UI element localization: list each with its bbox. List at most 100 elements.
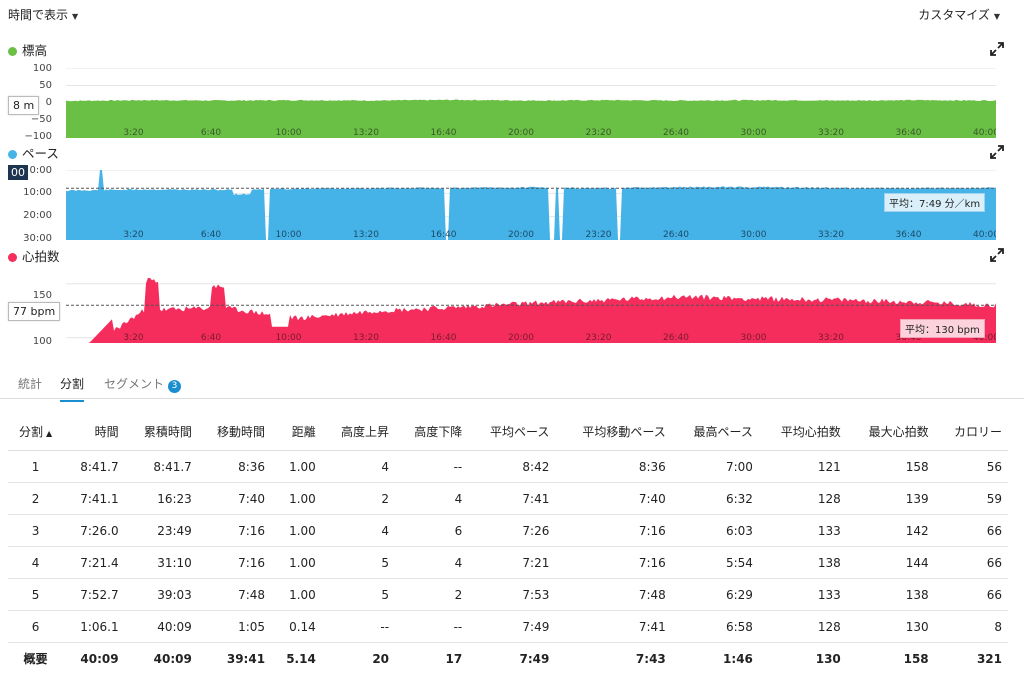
table-cell: 8:42 [468,450,556,483]
tab-segments[interactable]: セグメント 3 [104,375,182,401]
column-header[interactable]: 最高ペース [671,412,759,451]
table-cell: 4 [395,482,469,515]
table-cell: 66 [934,514,1008,547]
table-cell: -- [395,610,469,643]
table-cell: 39:41 [226,651,266,666]
table-cell: 59 [934,482,1008,515]
table-cell: 7:49 [519,651,550,666]
column-header[interactable]: 分割 ▲ [8,412,64,451]
time-display-dropdown[interactable]: 時間で表示 ▼ [8,6,78,23]
y-tick: 100 [32,63,52,74]
tab-splits[interactable]: 分割 [60,375,85,402]
column-header[interactable]: 最大心拍数 [846,412,935,451]
x-tick-label: 23:20 [586,128,612,138]
table-cell: 1.00 [271,450,322,483]
table-cell: 3 [8,514,64,547]
table-cell: 23:49 [124,514,198,547]
x-tick-label: 30:00 [741,333,767,343]
y-tick: 10:00 [23,187,52,198]
table-cell: 158 [846,450,935,483]
expand-icon[interactable] [990,145,1004,159]
column-header[interactable]: 平均心拍数 [758,412,847,451]
table-cell: -- [395,450,469,483]
x-tick-label: 20:00 [508,128,534,138]
x-tick-label: 33:20 [818,128,844,138]
table-cell: 1:46 [723,651,753,666]
tab-segments-label: セグメント [104,377,165,391]
table-cell: 39:03 [124,578,198,611]
heartrate-hover-value: 77 bpm [8,302,61,321]
table-cell: 5 [8,578,64,611]
x-tick-label: 6:40 [201,333,221,343]
x-tick-label: 36:40 [896,128,922,138]
y-tick: 30:00 [23,233,52,244]
table-cell: 7:16 [555,546,672,579]
expand-icon[interactable] [990,248,1004,262]
heartrate-title-text: 心拍数 [22,249,60,264]
elevation-title: 標高 [8,40,47,59]
time-display-label: 時間で表示 [8,8,69,22]
table-cell: 133 [758,578,847,611]
table-cell: 1.00 [271,482,322,515]
table-row: 6 1:06.1 40:09 1:05 0.14 -- -- 7:49 7:41 6:58 128 1… [8,610,1008,643]
table-cell: 7:26.0 [63,514,125,547]
table-cell: -- [321,610,396,643]
column-header[interactable]: 高度下降 [395,412,469,451]
table-cell: 1.00 [271,514,322,547]
elevation-legend-dot [8,47,17,56]
elevation-plot[interactable]: 3:20 6:40 10:00 13:20 16:40 20:00 23:20 26:40 30… [66,68,996,138]
x-tick-label: 40:00 [973,333,996,343]
x-tick-label: 26:40 [663,128,689,138]
column-header[interactable]: 距離 [271,412,322,451]
table-cell: 139 [846,482,935,515]
pace-legend-dot [8,150,17,159]
column-header[interactable]: 時間 [63,412,125,451]
table-cell: 7:40 [197,482,272,515]
pace-plot[interactable]: 3:20 6:40 10:00 13:20 16:40 20:00 23:20 26:40 30… [66,170,996,240]
column-header[interactable]: 平均ペース [468,412,556,451]
summary-row: 概要 40:09 40:09 39:41 5.14 20 17 7:49 7:43 1:46 130… [8,643,1008,675]
table-cell: 142 [846,514,935,547]
x-tick-label: 10:00 [276,230,302,240]
column-header[interactable]: 平均移動ペース [555,412,672,451]
tab-stats[interactable]: 統計 [18,377,43,391]
series-area [66,277,996,343]
table-row: 5 7:52.7 39:03 7:48 1.00 5 2 7:53 7:48 6:29 133 138… [8,578,1008,611]
pace-hover-value: 00 [8,165,28,180]
table-cell: 1 [8,450,64,483]
pace-average-label: 平均：7:49 分／km [884,193,986,212]
x-tick-label: 13:20 [353,333,379,343]
table-cell: 56 [934,450,1008,483]
table-cell: 1:05 [197,610,272,643]
x-tick-label: 36:40 [896,333,922,343]
table-cell: 5.14 [286,651,316,666]
table-cell: 6:29 [671,578,759,611]
table-row: 3 7:26.0 23:49 7:16 1.00 4 6 7:26 7:16 6:03 133 142… [8,514,1008,547]
expand-icon[interactable] [990,42,1004,56]
table-cell: 144 [846,546,935,579]
table-cell: 6:03 [671,514,759,547]
x-tick-label: 13:20 [353,230,379,240]
x-tick-label: 10:00 [276,333,302,343]
table-cell: 1:06.1 [63,610,125,643]
column-header[interactable]: 高度上昇 [321,412,396,451]
table-cell: 66 [934,578,1008,611]
table-cell: 130 [846,610,935,643]
table-cell: 4 [395,546,469,579]
column-header[interactable]: 移動時間 [197,412,272,451]
table-cell: 8:36 [555,450,672,483]
y-tick: −50 [30,114,52,125]
column-header[interactable]: 累積時間 [124,412,198,451]
heartrate-plot[interactable]: 3:20 6:40 10:00 13:20 16:40 20:00 23:20 26:40 30… [66,273,996,343]
column-header[interactable]: カロリー [934,412,1008,451]
table-cell: 8:36 [197,450,272,483]
customize-dropdown[interactable]: カスタマイズ ▼ [918,6,1000,23]
table-cell: 2 [395,578,469,611]
table-row: 2 7:41.1 16:23 7:40 1.00 2 4 7:41 7:40 6:32 128 139… [8,482,1008,515]
table-cell: 128 [758,482,847,515]
table-cell: 7:43 [635,651,666,666]
elevation-hover-value: 8 m [8,96,40,115]
splits-table: 分割 ▲ 時間 累積時間 移動時間 距離 高度上昇 高度下降 平均ペース 平均移動ペース 最高ペース… [8,412,1008,674]
y-tick: −100 [24,131,52,142]
table-cell: 4 [321,450,396,483]
